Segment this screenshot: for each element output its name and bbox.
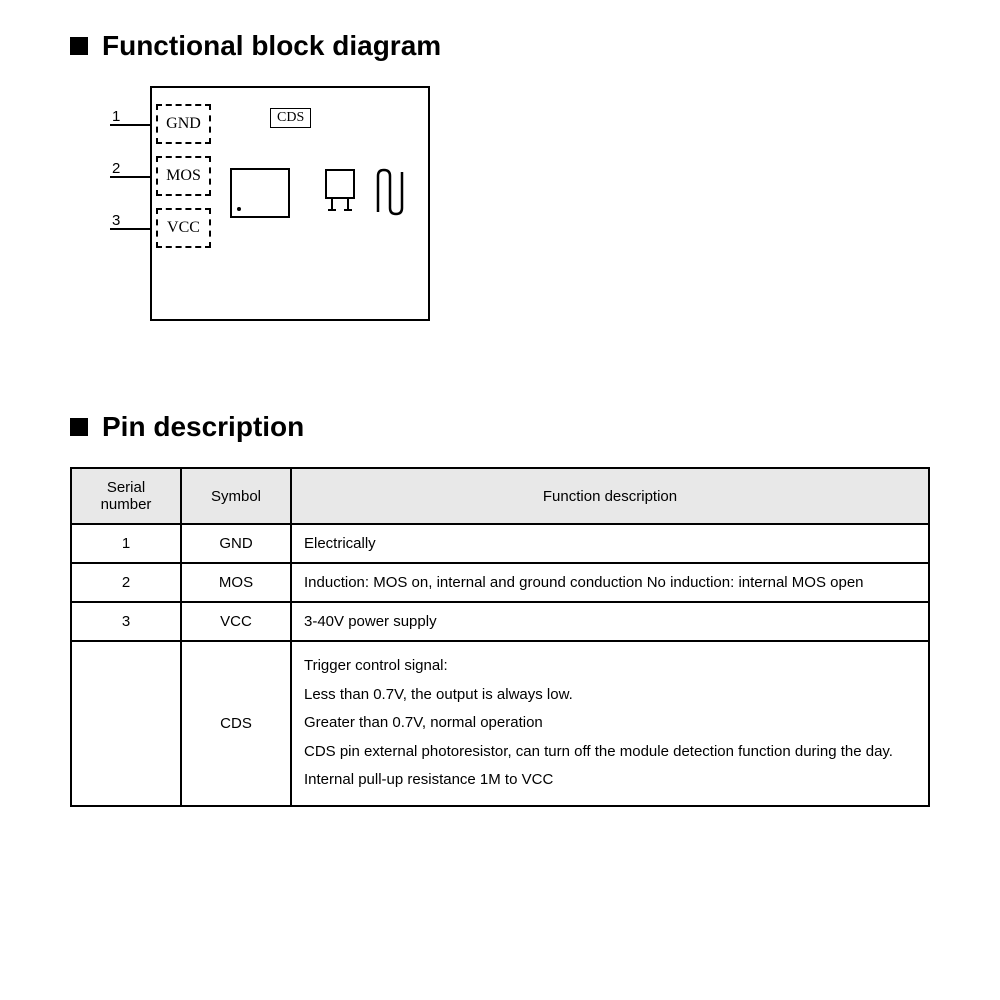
pin-label-column: GND MOS VCC — [156, 104, 211, 248]
cds-label-box: CDS — [270, 108, 311, 128]
pin-number-3: 3 — [112, 212, 120, 229]
cell-serial — [71, 641, 181, 806]
pin-number-1: 1 — [112, 108, 120, 125]
cds-line: Less than 0.7V, the output is always low… — [304, 681, 916, 710]
section-header-pins: Pin description — [70, 411, 930, 443]
table-row: 3 VCC 3-40V power supply — [71, 602, 929, 641]
table-header-row: Serial number Symbol Function descriptio… — [71, 468, 929, 524]
pin-lead — [110, 176, 150, 178]
pin-label-gnd: GND — [156, 104, 211, 144]
cds-function-lines: Trigger control signal: Less than 0.7V, … — [304, 652, 916, 795]
pin-lead — [110, 228, 150, 230]
block-diagram: 1 2 3 GND MOS VCC CDS — [110, 86, 430, 321]
cell-function: Electrically — [291, 524, 929, 563]
header-serial: Serial number — [71, 468, 181, 524]
section-title-diagram: Functional block diagram — [102, 30, 441, 62]
cell-function: 3-40V power supply — [291, 602, 929, 641]
pin-description-table: Serial number Symbol Function descriptio… — [70, 467, 930, 807]
cell-symbol: MOS — [181, 563, 291, 602]
cds-line: Greater than 0.7V, normal operation — [304, 709, 916, 738]
antenna-icon — [372, 168, 404, 216]
cds-line: CDS pin external photoresistor, can turn… — [304, 738, 916, 767]
section-title-pins: Pin description — [102, 411, 304, 443]
pin-label-mos: MOS — [156, 156, 211, 196]
cell-serial: 2 — [71, 563, 181, 602]
cds-line: Trigger control signal: — [304, 652, 916, 681]
header-function: Function description — [291, 468, 929, 524]
chip-dot-icon — [237, 207, 241, 211]
pin-label-vcc: VCC — [156, 208, 211, 248]
bullet-icon — [70, 37, 88, 55]
bullet-icon — [70, 418, 88, 436]
cell-symbol: CDS — [181, 641, 291, 806]
cell-serial: 3 — [71, 602, 181, 641]
section-header-diagram: Functional block diagram — [70, 30, 930, 62]
table-row: 1 GND Electrically — [71, 524, 929, 563]
cell-symbol: VCC — [181, 602, 291, 641]
table-row: CDS Trigger control signal: Less than 0.… — [71, 641, 929, 806]
chip-icon — [230, 168, 290, 218]
pin-number-2: 2 — [112, 160, 120, 177]
header-symbol: Symbol — [181, 468, 291, 524]
cell-function: Induction: MOS on, internal and ground c… — [291, 563, 929, 602]
cell-symbol: GND — [181, 524, 291, 563]
pin-lead — [110, 124, 150, 126]
cell-function: Trigger control signal: Less than 0.7V, … — [291, 641, 929, 806]
cell-serial: 1 — [71, 524, 181, 563]
cds-line: Internal pull-up resistance 1M to VCC — [304, 766, 916, 795]
transistor-icon — [320, 168, 360, 222]
table-row: 2 MOS Induction: MOS on, internal and gr… — [71, 563, 929, 602]
